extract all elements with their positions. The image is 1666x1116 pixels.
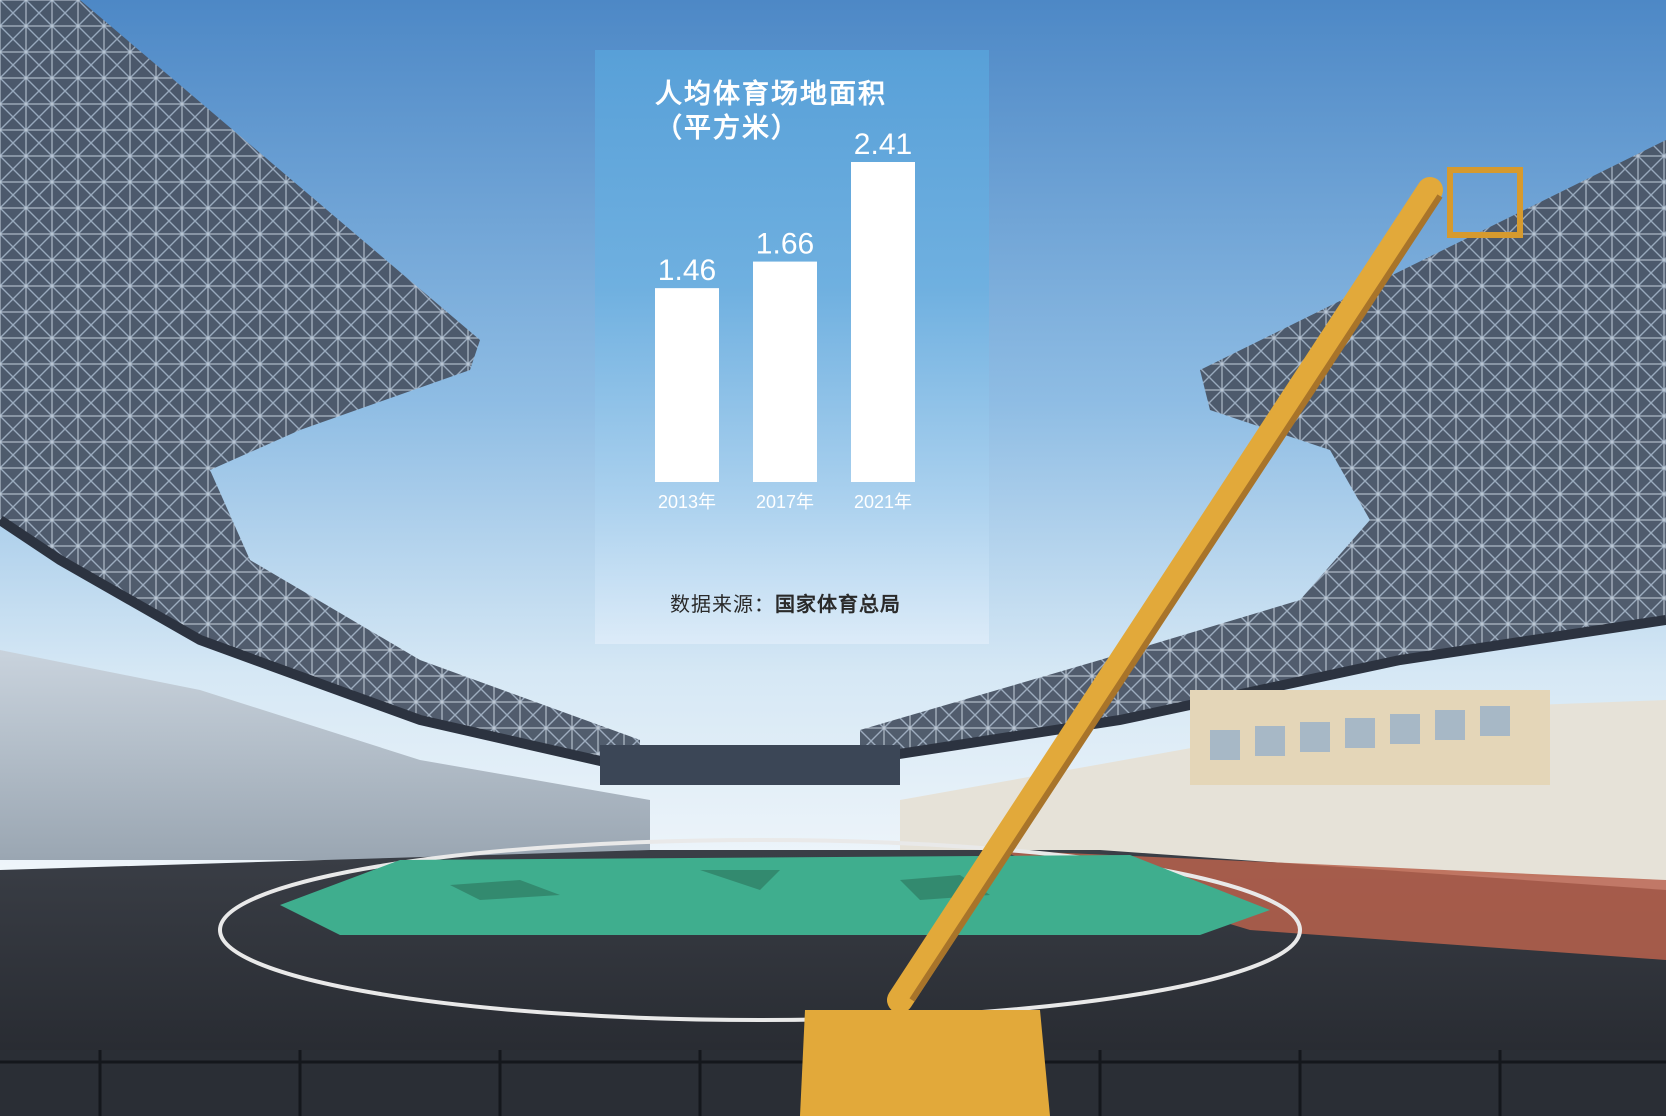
bar-2013年 [655, 288, 719, 482]
data-source: 数据来源：国家体育总局 [670, 588, 901, 617]
left-stands [0, 650, 650, 860]
category-label-2021年: 2021年 [854, 492, 912, 512]
left-roof-edge [0, 515, 642, 775]
far-roof [600, 745, 900, 785]
value-label-2021年: 2.41 [854, 128, 912, 161]
value-label-2013年: 1.46 [658, 254, 716, 287]
bar-2021年 [851, 162, 915, 482]
chart-title: 人均体育场地面积 [655, 79, 887, 110]
data-source-org: 国家体育总局 [775, 592, 901, 616]
crane-basket [1447, 167, 1523, 238]
chart-panel: 人均体育场地面积 （平方米） 1.46 2013年 1.66 2017年 2.41 202… [595, 50, 989, 644]
category-label-2013年: 2013年 [658, 492, 716, 512]
track-line [218, 838, 1302, 1022]
value-label-2017年: 1.66 [756, 228, 814, 261]
crane-boom [887, 177, 1443, 1013]
crane-boom-shadow [909, 194, 1443, 1002]
infield-patches [450, 870, 990, 900]
left-roof-canopy [0, 0, 640, 770]
right-roof-canopy [860, 140, 1666, 760]
category-label-2017年: 2017年 [756, 492, 814, 512]
bar-chart: 1.46 2013年 1.66 2017年 2.41 2021年 [655, 128, 915, 512]
data-source-label: 数据来源： [670, 592, 775, 616]
right-building-windows [1210, 706, 1510, 760]
chart-subtitle: （平方米） [655, 113, 800, 144]
infield-green-cover [280, 855, 1270, 935]
bar-2017年 [753, 261, 817, 482]
crane-base [800, 1010, 1050, 1116]
